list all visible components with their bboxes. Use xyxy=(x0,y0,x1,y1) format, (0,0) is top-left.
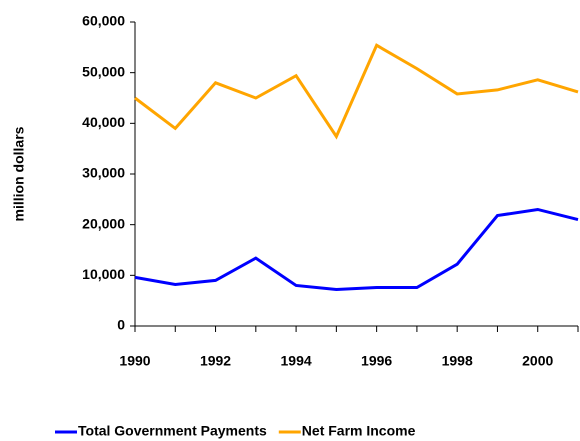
x-tick-label: 1998 xyxy=(442,353,473,369)
y-tick-label: 0 xyxy=(117,317,125,333)
y-axis-label: million dollars xyxy=(11,126,27,221)
y-tick-label: 40,000 xyxy=(82,114,125,130)
series-line xyxy=(134,207,579,292)
y-tick-label: 20,000 xyxy=(82,215,125,231)
x-tick-label: 1994 xyxy=(281,353,312,369)
x-tick-label: 1990 xyxy=(119,353,150,369)
legend-label: Total Government Payments xyxy=(78,423,267,439)
x-tick-label: 2000 xyxy=(522,353,553,369)
y-tick-label: 30,000 xyxy=(82,165,125,181)
x-tick-label: 1992 xyxy=(200,353,231,369)
series-line xyxy=(134,43,579,140)
x-tick-label: 1996 xyxy=(361,353,392,369)
y-tick-label: 60,000 xyxy=(82,13,125,29)
y-tick-label: 50,000 xyxy=(82,63,125,79)
y-tick-label: 10,000 xyxy=(82,266,125,282)
legend-label: Net Farm Income xyxy=(302,423,416,439)
